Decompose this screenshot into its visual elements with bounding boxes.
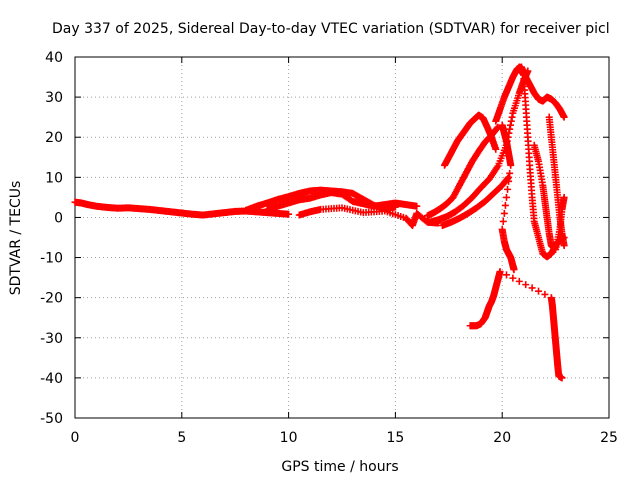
data-point xyxy=(515,277,523,285)
x-tick-label: 0 xyxy=(71,430,80,446)
x-tick-label: 20 xyxy=(493,430,511,446)
data-point xyxy=(502,193,510,201)
series-band-9 xyxy=(498,121,518,274)
data-point xyxy=(413,202,421,210)
y-tick-label: 0 xyxy=(54,210,63,226)
data-point xyxy=(535,287,543,295)
series-band-3 xyxy=(438,173,513,229)
plot-border xyxy=(74,56,610,419)
data-point xyxy=(507,117,515,125)
data-point xyxy=(507,161,515,169)
y-tick-label: 10 xyxy=(45,170,63,186)
y-tick-label: -10 xyxy=(40,251,63,267)
data-point xyxy=(541,290,549,298)
data-point xyxy=(506,125,514,133)
series-rise-b xyxy=(263,189,421,213)
x-tick-label: 10 xyxy=(280,430,298,446)
y-axis-label: SDTVAR / TECUs xyxy=(8,181,24,296)
series-baseline xyxy=(71,198,293,219)
grid-lines xyxy=(75,57,609,418)
data-point xyxy=(500,209,508,217)
data-point xyxy=(560,113,568,121)
data-point xyxy=(504,185,512,193)
data-point xyxy=(502,271,510,279)
y-tick-label: -50 xyxy=(40,411,63,427)
data-point xyxy=(522,281,530,289)
data-point xyxy=(528,284,536,292)
data-point xyxy=(506,121,514,129)
x-tick-label: 25 xyxy=(600,430,618,446)
series-negative xyxy=(466,268,566,382)
axis-ticks: 0 5 10 15 20 25 -50 -40 -30 -20 -10 0 10 20 30 40 xyxy=(40,50,618,446)
y-tick-label: -30 xyxy=(40,331,63,347)
y-tick-label: 20 xyxy=(45,130,63,146)
y-tick-label: 40 xyxy=(45,50,63,66)
x-tick-label: 5 xyxy=(177,430,186,446)
data-point xyxy=(499,217,507,225)
data-point xyxy=(506,169,514,177)
data-point xyxy=(560,193,568,201)
data-point xyxy=(560,242,568,250)
data-point xyxy=(505,177,513,185)
data-point xyxy=(509,274,517,282)
data-point xyxy=(285,210,293,218)
data-point xyxy=(493,124,501,132)
y-tick-label: 30 xyxy=(45,90,63,106)
data-point xyxy=(510,266,518,274)
data-point xyxy=(496,268,504,276)
data-point xyxy=(492,145,500,153)
chart-title: Day 337 of 2025, Sidereal Day-to-day VTE… xyxy=(52,21,610,37)
y-tick-label: -40 xyxy=(40,371,63,387)
data-point xyxy=(508,113,516,121)
series-band-8 xyxy=(545,113,568,250)
x-tick-label: 15 xyxy=(386,430,404,446)
plot-frame xyxy=(74,56,610,419)
x-axis-label: GPS time / hours xyxy=(281,459,398,475)
data-point xyxy=(558,374,566,382)
data-series xyxy=(71,63,568,382)
y-tick-label: -20 xyxy=(40,291,63,307)
series-band-4 xyxy=(441,111,500,169)
data-point xyxy=(501,201,509,209)
